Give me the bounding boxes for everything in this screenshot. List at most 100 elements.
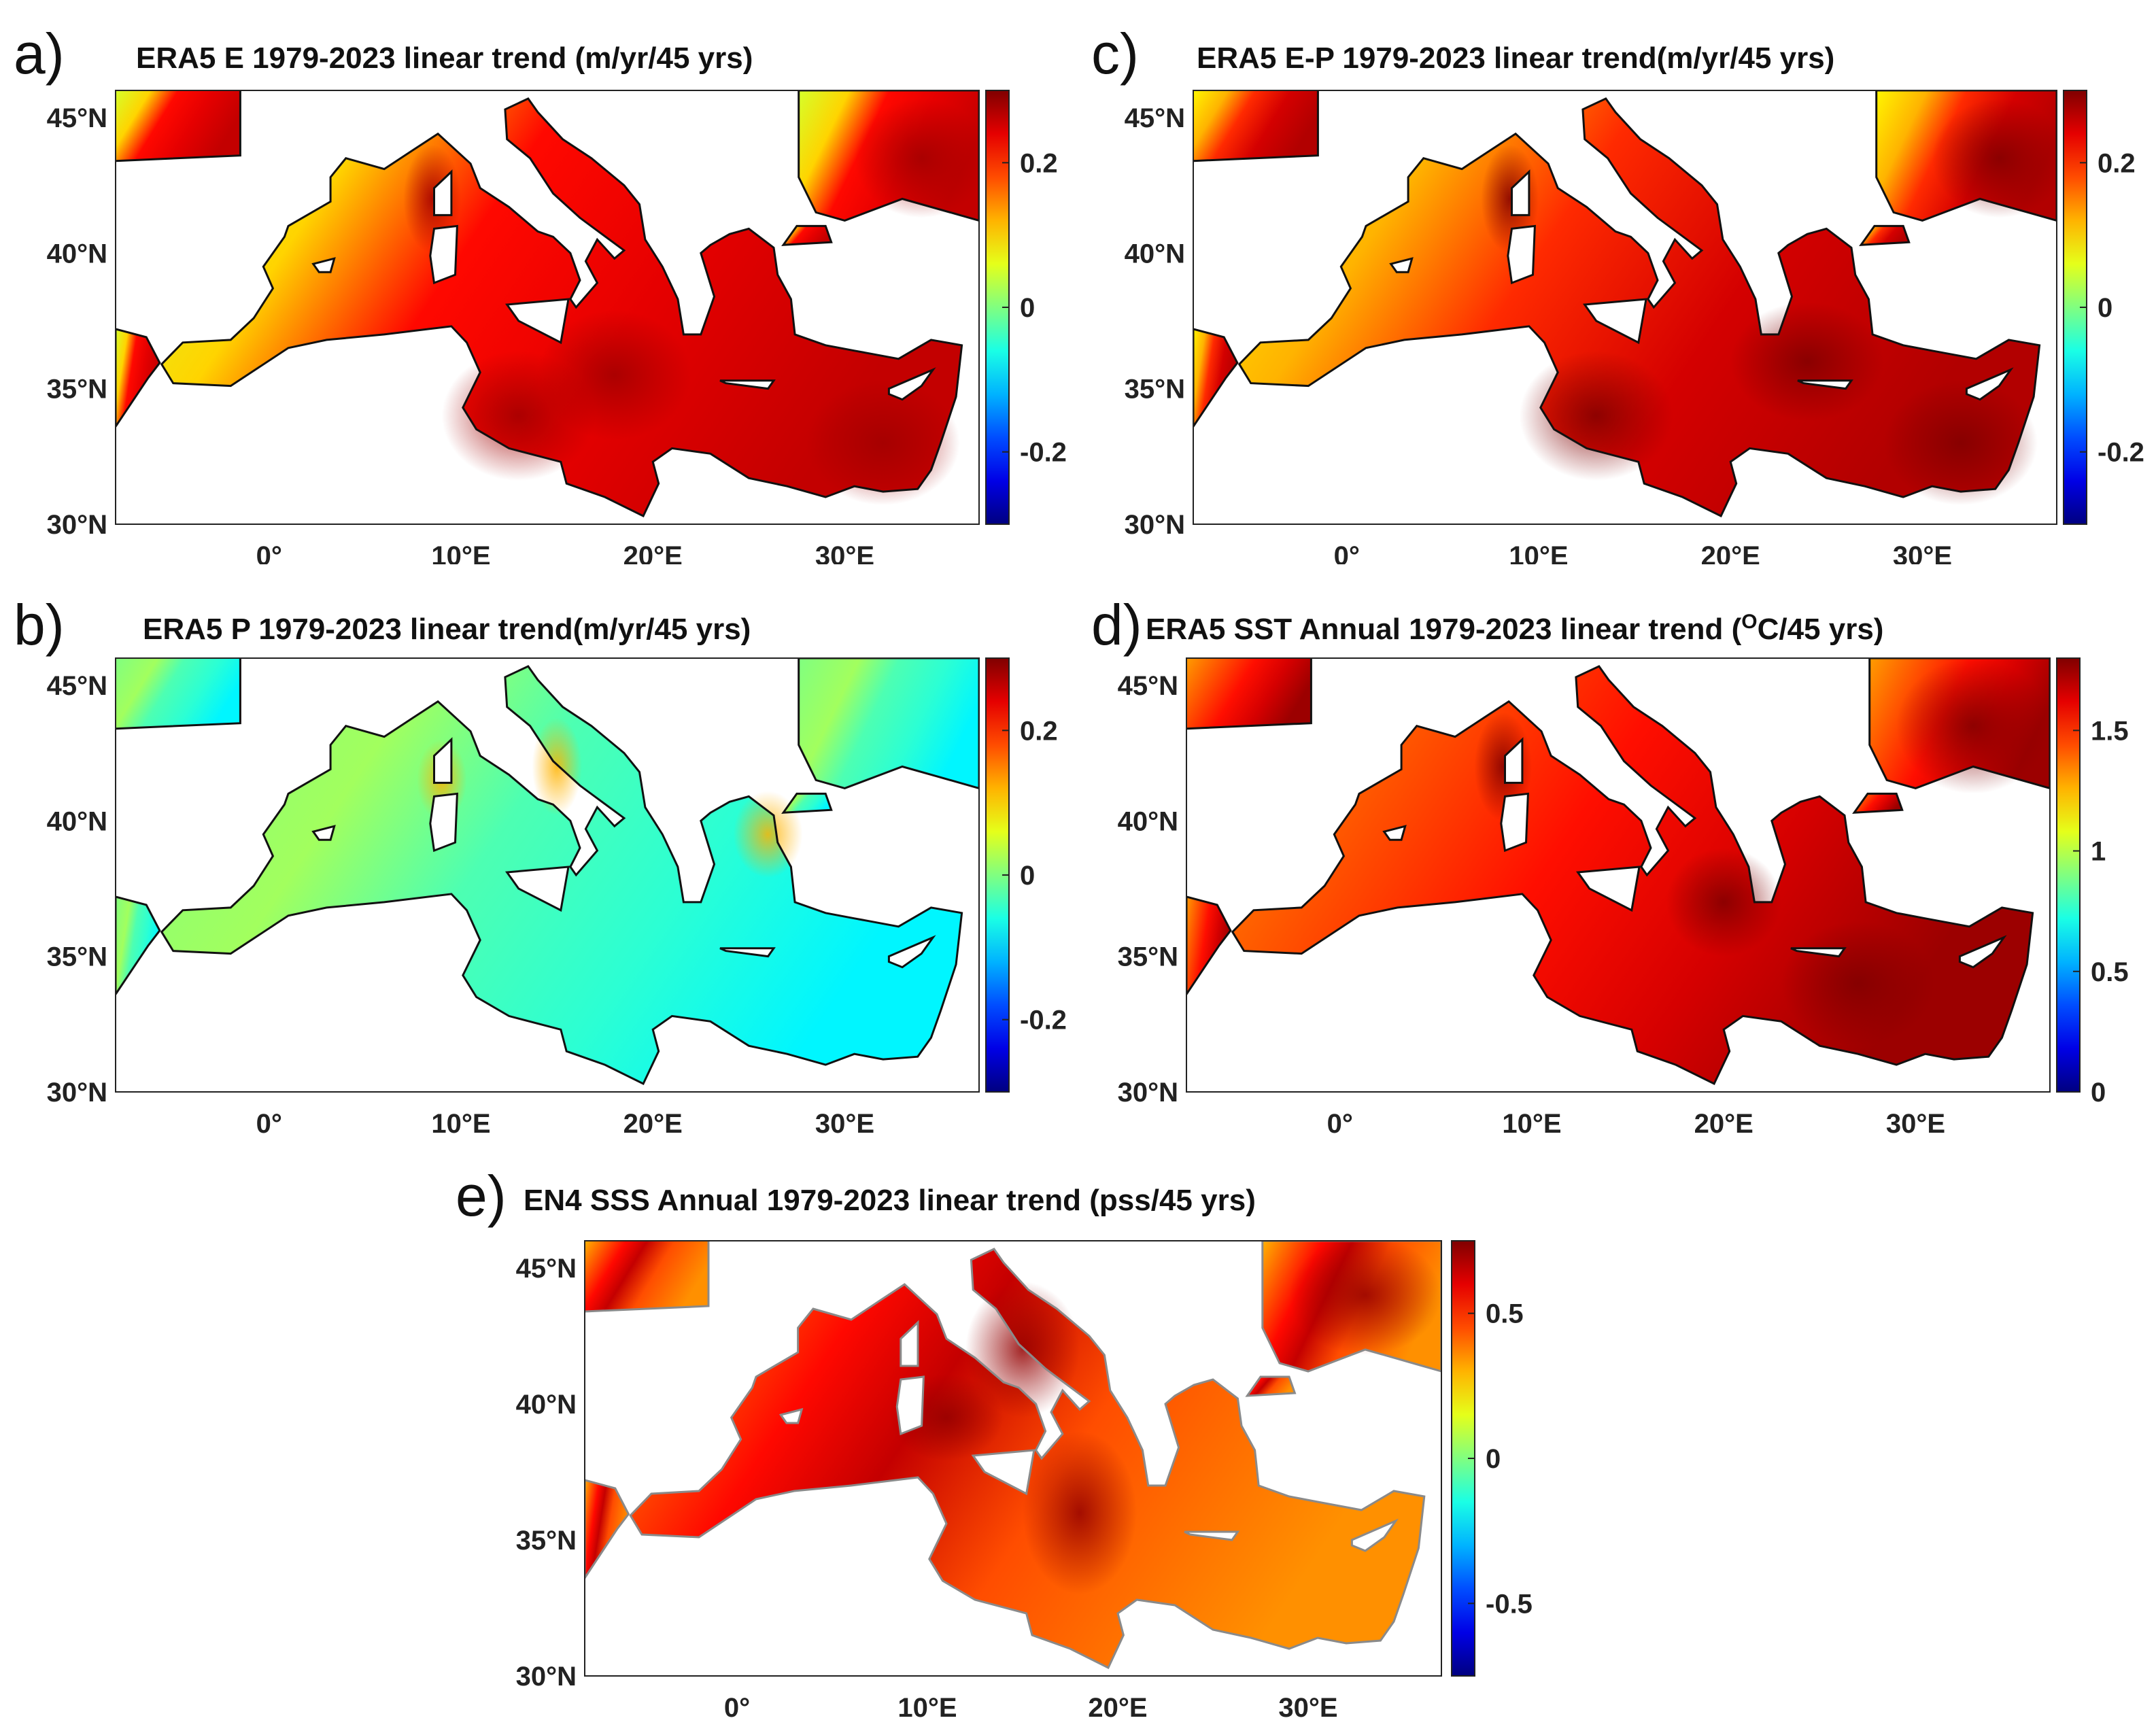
trend-hotspot: [1474, 712, 1532, 821]
panel-d: d) ERA5 SST Annual 1979-2023 linear trend…: [1078, 571, 2156, 1135]
island: [1965, 367, 2014, 401]
lat-tick-label: 30°N: [47, 510, 107, 540]
lon-tick-label: 10°E: [897, 1693, 957, 1723]
lon-tick-label: 30°E: [1893, 541, 1952, 564]
lat-tick-label: 30°N: [47, 1078, 107, 1108]
island: [1958, 935, 2007, 969]
island: [719, 379, 776, 390]
coastline: [1261, 1241, 1441, 1373]
trend-hotspot: [403, 144, 462, 254]
lon-tick-label: 20°E: [1694, 1109, 1753, 1135]
island: [433, 737, 453, 784]
trend-hotspot: [1666, 848, 1781, 957]
colorbar-tick-label: -0.2: [2098, 438, 2144, 468]
lon-tick-label: 30°E: [815, 1109, 874, 1135]
map-frame: [115, 657, 980, 1093]
lat-tick-label: 30°N: [1125, 510, 1185, 540]
lat-tick-label: 30°N: [1118, 1078, 1178, 1108]
island: [504, 298, 570, 345]
colorbar-tick-label: 0.2: [1020, 148, 1058, 178]
coastline: [1245, 1375, 1297, 1397]
island: [887, 935, 936, 969]
island: [719, 947, 776, 958]
lon-tick-label: 0°: [1327, 1109, 1353, 1135]
bay-of-biscay-field: [116, 90, 241, 161]
lon-tick-label: 30°E: [1278, 1693, 1337, 1723]
panel-title: ERA5 P 1979-2023 linear trend(m/yr/45 yr…: [143, 613, 751, 646]
map-frame: [115, 90, 980, 525]
trend-hotspot: [1896, 658, 2050, 794]
lat-tick-label: 40°N: [1118, 806, 1178, 836]
lon-tick-label: 20°E: [1088, 1693, 1147, 1723]
atlantic-field: [1193, 328, 1237, 427]
coastline: [585, 1479, 630, 1580]
island: [971, 1449, 1036, 1496]
panel-letter: d): [1091, 593, 1142, 657]
island: [504, 866, 570, 912]
bay-of-biscay-field: [1193, 90, 1318, 161]
panel-a: a) ERA5 E 1979-2023 linear trend (m/yr/45…: [0, 0, 1078, 564]
coastline: [798, 90, 979, 222]
trend-hotspot: [1781, 921, 1935, 1046]
coastline: [1868, 658, 2050, 789]
coastline: [116, 895, 161, 997]
lat-tick-label: 35°N: [47, 375, 107, 405]
coastline: [1237, 97, 2041, 518]
coastline: [160, 665, 963, 1086]
lat-tick-label: 45°N: [516, 1254, 577, 1284]
lat-tick-label: 35°N: [516, 1526, 577, 1556]
coastline: [1186, 895, 1232, 997]
lat-tick-label: 45°N: [47, 103, 107, 133]
panel-title: ERA5 E-P 1979-2023 linear trend(m/yr/45 …: [1197, 41, 1834, 75]
bay-of-biscay-field: [1186, 658, 1312, 729]
island: [1797, 379, 1853, 390]
coastline: [781, 224, 833, 246]
map-panel-c: c) ERA5 E-P 1979-2023 linear trend(m/yr/4…: [1091, 22, 2144, 564]
black-sea-field: [798, 658, 979, 789]
coastline: [585, 1241, 710, 1313]
coastline: [1875, 90, 2057, 222]
trend-hotspot: [806, 380, 960, 506]
trend-hotspot: [1289, 1241, 1441, 1355]
trend-hotspot: [854, 98, 979, 218]
map-area: [1193, 90, 2057, 524]
bay-of-biscay-field: [585, 1241, 708, 1312]
lon-tick-label: 10°E: [431, 1109, 490, 1135]
panel-e: e) EN4 SSS Annual 1979-2023 linear trend …: [435, 1142, 1537, 1731]
island: [1382, 825, 1407, 841]
colorbar-tick-label: -0.2: [1020, 438, 1067, 468]
panel-title: ERA5 SST Annual 1979-2023 linear trend (…: [1146, 611, 1883, 646]
panel-c: c) ERA5 E-P 1979-2023 linear trend(m/yr/4…: [1078, 0, 2156, 564]
lon-tick-label: 10°E: [1502, 1109, 1561, 1135]
marmara-field: [1247, 1377, 1295, 1396]
lon-tick-label: 20°E: [1701, 541, 1760, 564]
lat-tick-label: 40°N: [47, 806, 107, 836]
island: [433, 169, 453, 216]
panel-letter: c): [1091, 22, 1139, 86]
lat-tick-label: 30°N: [516, 1662, 577, 1692]
trend-hotspot: [537, 309, 691, 441]
lon-tick-label: 10°E: [1509, 541, 1568, 564]
map-panel-e: e) EN4 SSS Annual 1979-2023 linear trend …: [456, 1164, 1533, 1723]
lat-tick-label: 45°N: [1118, 671, 1178, 701]
island: [1790, 947, 1847, 958]
island: [429, 792, 458, 853]
island: [778, 1407, 804, 1424]
map-area: [585, 1241, 1441, 1676]
colorbar-tick-label: 0: [2098, 293, 2112, 323]
colorbar-tick-label: -0.2: [1020, 1006, 1067, 1035]
map-area: [116, 90, 979, 524]
map-area: [116, 658, 979, 1092]
lat-tick-label: 35°N: [1125, 375, 1185, 405]
panel-b: b) ERA5 P 1979-2023 linear trend(m/yr/45 …: [0, 571, 1078, 1135]
colorbar-tick-label: 0.2: [1020, 716, 1058, 746]
island: [1575, 866, 1641, 912]
colorbar-tick-label: 0: [2091, 1078, 2106, 1108]
trend-hotspot: [1519, 350, 1673, 481]
colorbar-tick-label: -0.5: [1486, 1589, 1533, 1619]
map-area: [1186, 658, 2050, 1092]
lat-tick-label: 35°N: [1118, 942, 1178, 972]
island: [895, 1375, 925, 1436]
trend-hotspot: [733, 791, 803, 878]
lon-tick-label: 0°: [256, 1109, 282, 1135]
